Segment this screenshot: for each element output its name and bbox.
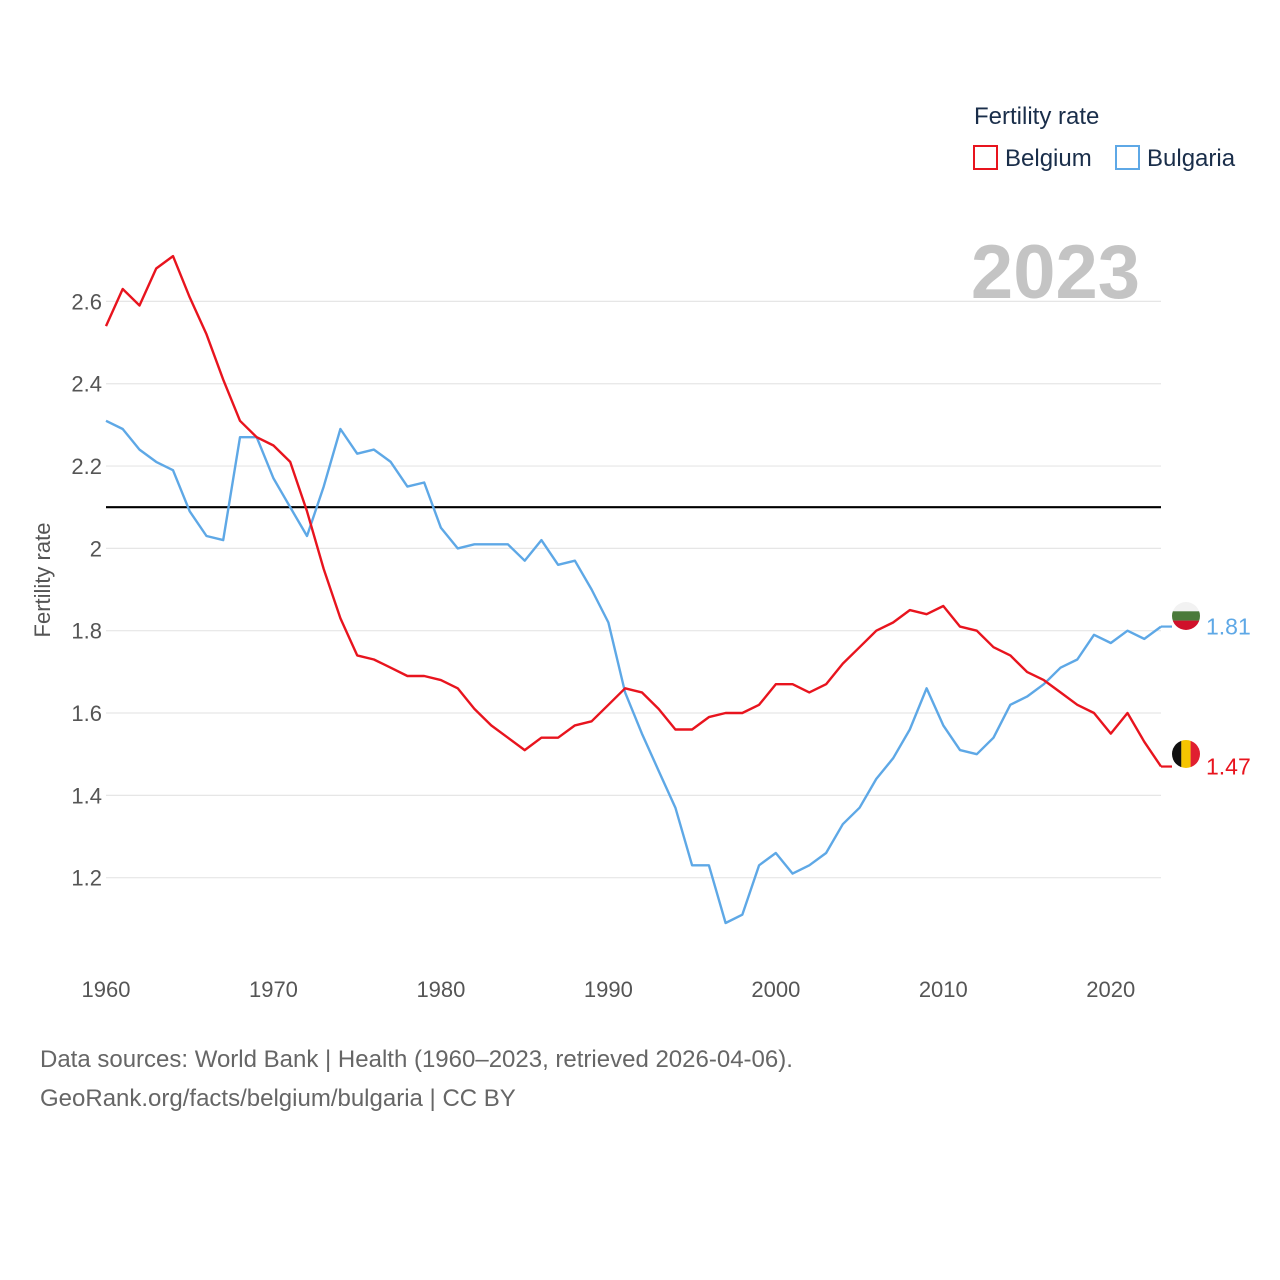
y-tick-label: 2.6	[71, 289, 102, 314]
data-source-note: Data sources: World Bank | Health (1960–…	[40, 1046, 793, 1073]
legend-swatch-bulgaria	[1115, 145, 1140, 170]
x-tick-label: 1970	[249, 977, 298, 1002]
legend-item-bulgaria[interactable]: Bulgaria	[1115, 145, 1236, 172]
x-tick-label: 1960	[82, 977, 131, 1002]
x-tick-label: 1980	[416, 977, 465, 1002]
y-axis-ticks: 1.2 1.4 1.6 1.8 2 2.2 2.4 2.6	[71, 289, 102, 890]
fertility-chart: 1.2 1.4 1.6 1.8 2 2.2 2.4 2.6 1960 1970 1980 1990 2…	[30, 103, 1251, 1002]
y-tick-label: 2.2	[71, 454, 102, 479]
legend-item-belgium[interactable]: Belgium	[973, 145, 1092, 172]
x-tick-label: 2010	[919, 977, 968, 1002]
x-tick-label: 1990	[584, 977, 633, 1002]
legend-title: Fertility rate	[974, 103, 1099, 130]
x-tick-label: 2000	[751, 977, 800, 1002]
end-value-label-bulgaria: 1.81	[1206, 614, 1251, 640]
series-line-bulgaria[interactable]	[105, 419, 1162, 925]
x-axis-ticks: 1960 1970 1980 1990 2000 2010 2020	[82, 977, 1136, 1002]
belgium-flag-icon	[1172, 740, 1200, 768]
x-tick-label: 2020	[1086, 977, 1135, 1002]
attribution-link[interactable]: GeoRank.org/facts/belgium/bulgaria | CC …	[40, 1085, 516, 1112]
series-end-labels: 1.47 1.81	[1161, 614, 1251, 780]
y-tick-label: 1.6	[71, 701, 102, 726]
gridlines	[106, 300, 1161, 879]
series-line-belgium[interactable]	[104, 254, 1162, 768]
y-tick-label: 1.4	[71, 783, 102, 808]
y-axis-label: Fertility rate	[30, 523, 55, 638]
y-tick-label: 2	[90, 536, 102, 561]
legend-label-bulgaria: Bulgaria	[1147, 145, 1236, 172]
legend: Fertility rate Belgium Bulgaria	[973, 103, 1236, 172]
series-lines	[104, 254, 1162, 925]
y-tick-label: 2.4	[71, 372, 102, 397]
end-value-label-belgium: 1.47	[1206, 754, 1251, 780]
y-tick-label: 1.2	[71, 866, 102, 891]
bulgaria-flag-icon	[1172, 602, 1200, 630]
year-stamp: 2023	[971, 230, 1140, 315]
legend-label-belgium: Belgium	[1005, 145, 1092, 172]
legend-swatch-belgium	[973, 145, 998, 170]
y-tick-label: 1.8	[71, 619, 102, 644]
